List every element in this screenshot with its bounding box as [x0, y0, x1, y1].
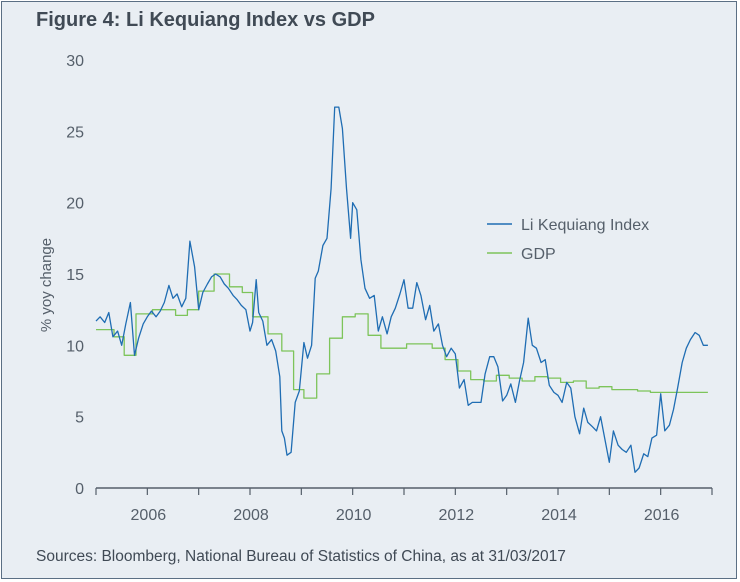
y-tick-label: 0	[75, 481, 84, 498]
x-tick-label: 2012	[439, 507, 475, 524]
series-line-gdp	[96, 273, 708, 399]
y-tick-label: 25	[66, 124, 84, 141]
x-axis: 2006 2008 2010 2012 2014 2016	[95, 487, 713, 524]
y-axis: 0 5 10 15 20 25 30	[66, 53, 84, 498]
x-tick-label: 2016	[644, 507, 680, 524]
y-tick-label: 30	[66, 53, 84, 70]
legend: Li Kequiang Index GDP	[487, 217, 649, 263]
x-tick-label: 2008	[233, 507, 269, 524]
y-tick-label: 20	[66, 196, 84, 213]
source-note: Sources: Bloomberg, National Bureau of S…	[36, 548, 566, 565]
figure-title: Figure 4: Li Kequiang Index vs GDP	[36, 9, 375, 31]
legend-label: GDP	[521, 246, 556, 263]
x-tick-label: 2010	[336, 507, 372, 524]
series-lines	[95, 106, 708, 473]
y-tick-label: 5	[75, 410, 84, 427]
y-tick-label: 15	[66, 267, 84, 284]
x-tick-label: 2006	[131, 507, 167, 524]
series-line-li-kequiang-index	[95, 106, 708, 473]
y-axis-label: % yoy change	[38, 238, 55, 332]
y-tick-label: 10	[66, 338, 84, 355]
legend-label: Li Kequiang Index	[521, 217, 649, 234]
x-tick-label: 2014	[541, 507, 577, 524]
